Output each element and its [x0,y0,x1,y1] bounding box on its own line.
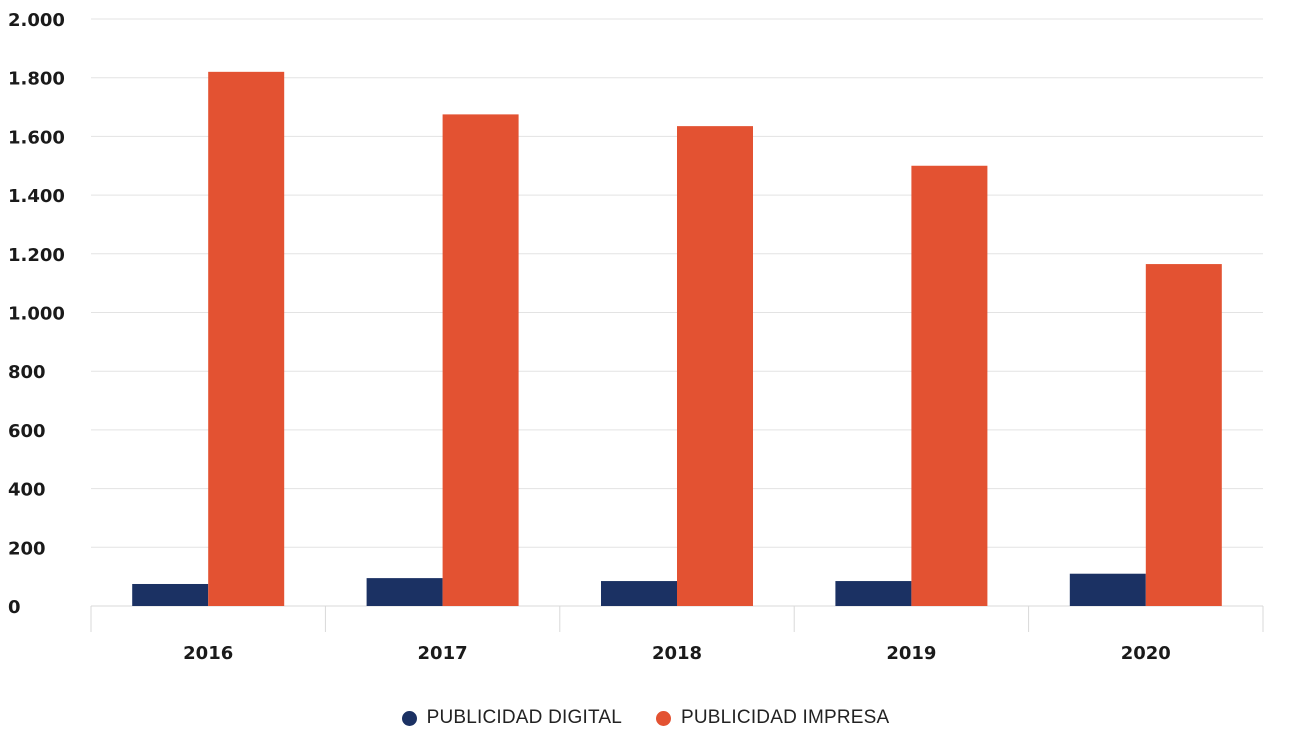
bar-2020-impresa [1145,264,1222,606]
y-tick-label: 1.800 [8,69,65,90]
bar-2020-digital [1069,573,1146,606]
legend: PUBLICIDAD DIGITAL PUBLICIDAD IMPRESA [0,707,1291,729]
bar-2018-impresa [677,126,753,606]
legend-item-impresa: PUBLICIDAD IMPRESA [655,707,890,729]
x-tick-label: 2018 [652,643,702,664]
legend-label-impresa: PUBLICIDAD IMPRESA [680,707,890,728]
y-tick-label: 800 [8,362,46,383]
y-tick-label: 0 [8,597,21,618]
y-tick-label: 600 [8,421,46,442]
x-tick-label: 2019 [886,643,936,664]
bar-2019-digital [835,581,912,606]
legend-item-digital: PUBLICIDAD DIGITAL [401,707,622,729]
bar-2019-impresa [911,165,988,606]
bar-chart: 0 200 400 600 800 1.000 1.200 1.400 1.600 1.800 2.… [8,10,1264,664]
bar-2017-impresa [442,114,519,606]
y-tick-label: 200 [8,538,46,559]
x-tick-label: 2020 [1121,643,1171,664]
y-tick-label: 1.400 [8,186,65,207]
y-tick-label: 1.000 [8,304,65,325]
bar-2016-impresa [208,71,285,606]
bar-2017-digital [366,578,443,606]
y-tick-label: 2.000 [8,10,65,31]
y-tick-label: 1.200 [8,245,65,266]
bar-2016-digital [132,583,209,606]
bar-2018-digital [601,581,677,606]
y-tick-label: 1.600 [8,127,65,148]
legend-dot-digital [401,710,417,726]
x-axis-ticks: 2016 2017 2018 2019 2020 [183,643,1171,664]
bars [132,71,1222,606]
legend-dot-impresa [655,710,671,726]
y-tick-label: 400 [8,480,46,501]
x-tick-label: 2016 [183,643,233,664]
x-axis [90,605,1264,632]
y-axis-ticks: 0 200 400 600 800 1.000 1.200 1.400 1.600 1.800 2.… [8,10,65,618]
legend-label-digital: PUBLICIDAD DIGITAL [426,707,622,728]
x-tick-label: 2017 [418,643,468,664]
